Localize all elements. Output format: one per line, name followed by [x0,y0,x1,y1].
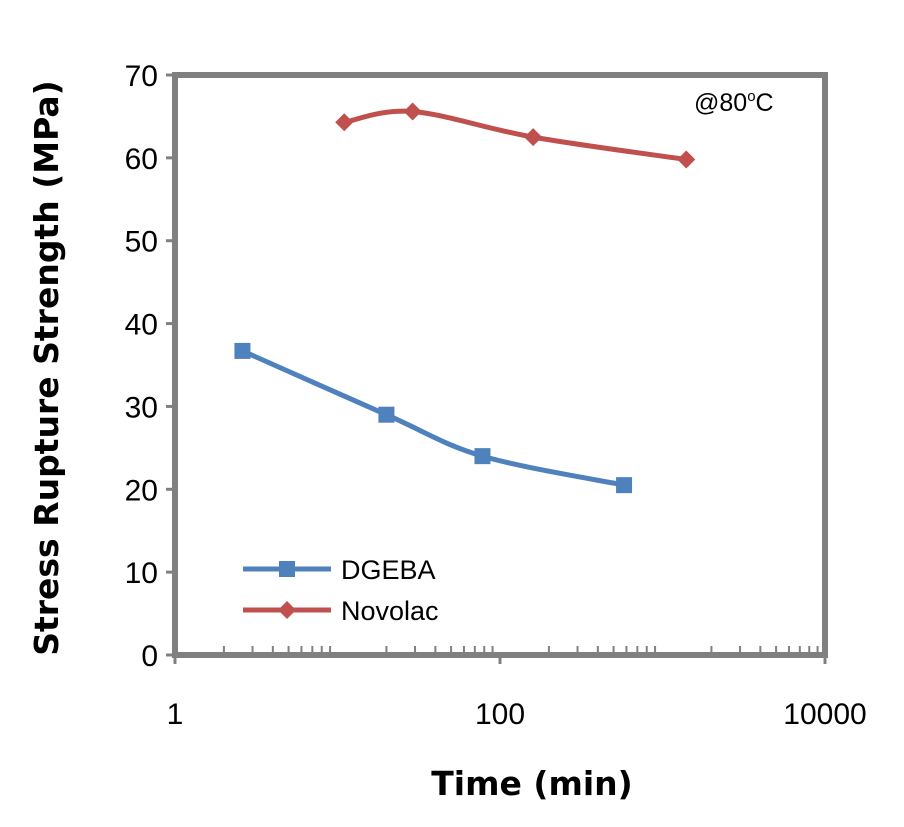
series-line-dgeba [239,348,627,488]
y-tick-label: 40 [125,309,158,342]
x-tick-label: 1 [167,698,184,731]
x-axis-title: Time (min) [431,764,632,803]
y-tick-label: 20 [125,474,158,507]
minor-ticks [222,646,819,655]
legend: DGEBA Novolac [243,555,439,626]
series-line-novolac [341,108,689,163]
annotation-suffix: C [756,89,774,117]
x-tick-label: 100 [475,698,525,731]
y-tick-label: 60 [125,143,158,176]
data-point-dgeba [474,448,491,465]
data-point-novolac [524,128,543,147]
y-tick-label: 70 [125,60,158,93]
data-point-dgeba [616,477,633,494]
data-point-dgeba [378,406,395,423]
legend-label-novolac: Novolac [341,596,439,626]
plot-area [172,72,828,658]
x-axis-ticks: 1 100 10000 [167,655,867,731]
annotation-text: @80 [694,89,747,117]
y-tick-label: 50 [125,226,158,259]
x-tick-label: 10000 [783,698,866,731]
data-point-novolac [403,102,422,121]
data-point-novolac [677,150,696,169]
y-axis-ticks: 0 10 20 30 40 50 60 70 [125,60,175,673]
y-axis-title: Stress Rupture Strength (MPa) [27,80,66,656]
series-layer [234,102,696,494]
legend-marker-novolac [278,601,296,619]
data-point-novolac [335,113,354,132]
y-tick-label: 0 [141,640,158,673]
y-tick-label: 10 [125,557,158,590]
legend-label-dgeba: DGEBA [341,555,436,585]
temperature-annotation: @80oC [694,88,774,117]
data-point-dgeba [234,342,251,359]
annotation-superscript: o [747,88,755,105]
y-tick-label: 30 [125,391,158,424]
legend-marker-dgeba [279,561,295,577]
